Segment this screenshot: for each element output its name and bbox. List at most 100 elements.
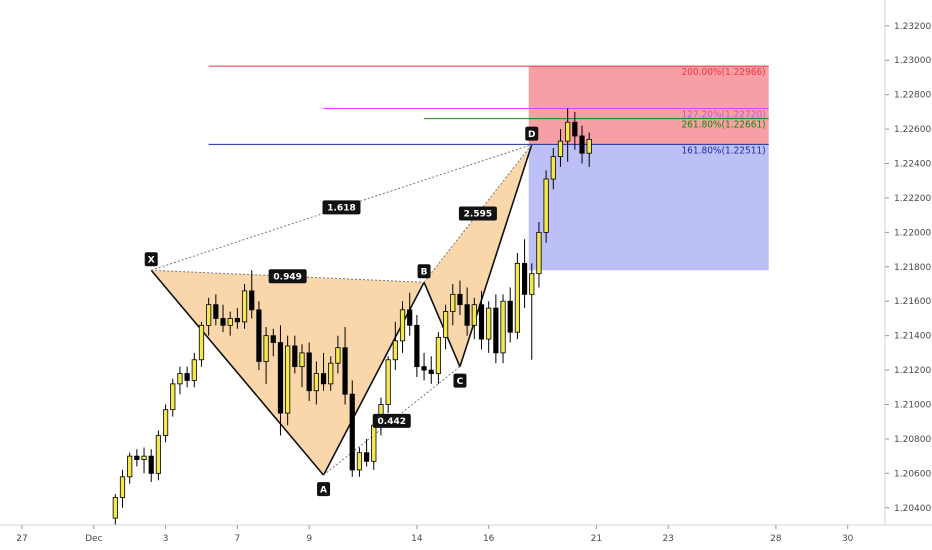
- pattern-point-label: C: [457, 377, 464, 387]
- candle-body: [407, 309, 413, 326]
- fib-levels[interactable]: 200.00%(1.22966) 127.20%(1.22720)261.80%(…: [208, 65, 769, 156]
- candle-body: [371, 424, 377, 462]
- candle-body: [356, 452, 363, 471]
- candle-body: [155, 435, 161, 474]
- candle-body: [342, 347, 348, 395]
- candle-body: [249, 290, 255, 311]
- candle-body: [256, 309, 262, 362]
- candle-body: [234, 318, 240, 323]
- candle-body: [543, 178, 549, 233]
- position-zones[interactable]: [528, 66, 769, 271]
- candle-body: [385, 359, 391, 405]
- candle-body: [213, 304, 219, 319]
- pattern-leg: [150, 269, 325, 476]
- time-tick-label: 30: [842, 534, 854, 544]
- pattern-point-label: A: [320, 485, 327, 495]
- candle-body: [335, 347, 341, 364]
- price-tick-label: 1.20600: [894, 469, 931, 479]
- candle-body: [206, 304, 212, 326]
- pattern-labels: X A B C D 0.949 0.442 2.595 1.618: [144, 126, 539, 497]
- pattern-point-badge: [525, 126, 539, 141]
- price-tick-label: 1.23200: [894, 22, 931, 32]
- pattern-ratio-label: 0.442: [378, 417, 406, 427]
- candle-body: [241, 290, 248, 323]
- candle-body: [450, 293, 456, 312]
- candle-body: [119, 476, 126, 498]
- candle-body: [579, 135, 585, 154]
- pattern-ratio-label: 1.618: [327, 204, 355, 214]
- candle-body: [198, 324, 205, 361]
- candle-body: [435, 336, 442, 374]
- candle-body: [220, 318, 226, 326]
- pattern-triangle-bcd: [424, 144, 532, 367]
- candle-body: [170, 383, 176, 411]
- time-axis[interactable]: 27 Dec 3 7 9 14 16 21 23 28 30: [0, 524, 932, 544]
- candle-body: [328, 362, 334, 385]
- pattern-point-label: B: [421, 267, 428, 277]
- candle-body: [464, 304, 470, 326]
- candle-body: [277, 342, 284, 414]
- candle-body: [292, 345, 298, 368]
- price-tick-label: 1.20400: [894, 504, 931, 514]
- pattern-ratio-label: 0.949: [273, 272, 301, 282]
- price-tick-label: 1.21000: [894, 401, 931, 411]
- fib-level-label: 127.20%(1.22720): [681, 109, 765, 120]
- pattern-point-badge: [417, 264, 431, 279]
- candle-body: [263, 335, 269, 362]
- candle-body: [162, 409, 169, 436]
- candle-body: [442, 311, 449, 338]
- candle-body: [285, 345, 291, 414]
- price-tick-label: 1.21800: [894, 263, 931, 273]
- price-tick-label: 1.21400: [894, 332, 931, 342]
- candle-body: [313, 373, 319, 392]
- time-tick-label: 21: [591, 534, 602, 544]
- candle-body: [349, 393, 355, 471]
- candle-body: [306, 352, 312, 392]
- candle-body: [177, 373, 183, 385]
- time-tick-label: 9: [306, 534, 312, 544]
- time-tick-label: 23: [662, 534, 673, 544]
- price-axis[interactable]: 1.23200 1.23000 1.22800 1.22600 1.22400 1.222…: [884, 0, 931, 525]
- pattern-point-label: X: [148, 255, 155, 265]
- candle-body: [478, 304, 485, 340]
- time-tick-label: 3: [163, 534, 169, 544]
- pattern-point-badge: [317, 482, 331, 497]
- take-profit-zone: [528, 144, 769, 271]
- candle-body: [299, 352, 305, 368]
- pattern-ratio-line: [423, 144, 533, 283]
- price-tick-label: 1.22000: [894, 228, 931, 238]
- candle-body: [514, 262, 521, 333]
- candle-body: [457, 293, 463, 306]
- candle-body: [127, 455, 133, 478]
- pattern-leg: [423, 281, 461, 367]
- price-tick-label: 1.22200: [894, 194, 931, 204]
- candle-body: [134, 455, 140, 460]
- candle-body: [112, 497, 118, 519]
- candle-body: [500, 300, 506, 354]
- candle-body: [565, 121, 571, 142]
- pattern-leg: [459, 144, 533, 367]
- pattern-point-badge: [453, 373, 467, 388]
- time-tick-label: Dec: [85, 534, 102, 544]
- price-tick-label: 1.20800: [894, 435, 931, 445]
- candle-body: [148, 455, 154, 474]
- candle-body: [507, 300, 513, 333]
- candle-body: [493, 307, 499, 354]
- candle-body: [141, 455, 147, 460]
- candle-body: [320, 373, 327, 385]
- fib-level-label: 261.80%(1.22661): [681, 120, 765, 131]
- candle-body: [536, 231, 542, 275]
- candle-body: [392, 340, 398, 361]
- price-tick-label: 1.21600: [894, 297, 931, 307]
- pattern-ratio-label: 2.595: [464, 210, 492, 220]
- candle-body: [550, 156, 556, 180]
- time-tick-label: 7: [235, 534, 241, 544]
- candle-body: [184, 373, 190, 381]
- pattern-ratio-badge: [322, 200, 361, 215]
- candle-body: [586, 139, 592, 154]
- pattern-ratio-badge: [268, 269, 307, 284]
- candle-body: [486, 307, 492, 340]
- pattern-ratio-badge: [458, 206, 497, 221]
- pattern-point-badge: [144, 252, 158, 267]
